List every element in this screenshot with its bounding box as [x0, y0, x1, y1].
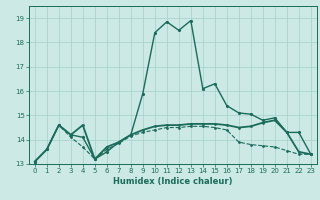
X-axis label: Humidex (Indice chaleur): Humidex (Indice chaleur): [113, 177, 233, 186]
